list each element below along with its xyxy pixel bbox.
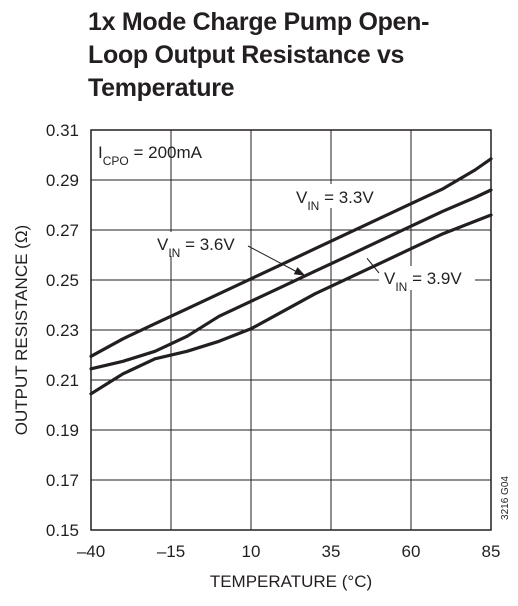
series-label-vin-3.6v: VIN = 3.6V <box>157 235 235 260</box>
y-tick-label: 0.23 <box>46 321 79 340</box>
y-tick-label: 0.27 <box>46 221 79 240</box>
x-tick-label: 60 <box>402 542 421 561</box>
label-knockout <box>379 266 475 290</box>
y-tick-label: 0.31 <box>46 121 79 140</box>
label-knockout <box>290 184 386 208</box>
series-lines <box>89 157 493 396</box>
leader-line-vin-3.9v <box>366 257 380 274</box>
y-axis-label: OUTPUT RESISTANCE (Ω) <box>12 225 31 435</box>
x-axis-label: TEMPERATURE (°C) <box>210 572 372 591</box>
leader-arrowhead-vin-3.6v <box>293 267 306 276</box>
chart-title-line-3: Temperature <box>88 74 235 102</box>
figure-code: 3216 G04 <box>500 476 511 520</box>
annotations: ICPO = 200mA VIN = 3.3V VIN = 3.6V VIN = 3.… <box>98 143 511 520</box>
leader-line-vin-3.6v <box>247 245 302 275</box>
chart-title-line-2: Loop Output Resistance vs <box>88 41 405 69</box>
condition-label: ICPO = 200mA <box>98 143 203 168</box>
y-tick-label: 0.15 <box>46 521 79 540</box>
series-label-vin-3.9v: VIN = 3.9V <box>384 269 462 294</box>
y-tick-label: 0.17 <box>46 471 79 490</box>
chart-title-line-1: 1x Mode Charge Pump Open- <box>88 8 430 36</box>
x-tick-label: 35 <box>322 542 341 561</box>
y-tick-label: 0.25 <box>46 271 79 290</box>
x-tick-label: –40 <box>77 542 105 561</box>
chart-title: 1x Mode Charge Pump Open- Loop Output Re… <box>88 6 508 105</box>
y-tick-label: 0.19 <box>46 421 79 440</box>
x-tick-label: 10 <box>242 542 261 561</box>
y-tick-label: 0.21 <box>46 371 79 390</box>
y-tick-label: 0.29 <box>46 171 79 190</box>
plot-frame <box>90 129 492 531</box>
label-knockout <box>152 232 248 256</box>
series-line-vin-3.3V <box>89 157 493 358</box>
series-line-vin-3.6V <box>89 188 493 371</box>
series-line-vin-3.9V <box>89 213 493 396</box>
series-label-vin-3.3v: VIN = 3.3V <box>296 188 374 213</box>
x-tick-label: –15 <box>157 542 185 561</box>
axes: –40 –15 10 35 60 85 0.15 0.17 0.19 0.21 0.23 0.25 0.… <box>12 121 500 591</box>
x-tick-label: 85 <box>482 542 501 561</box>
